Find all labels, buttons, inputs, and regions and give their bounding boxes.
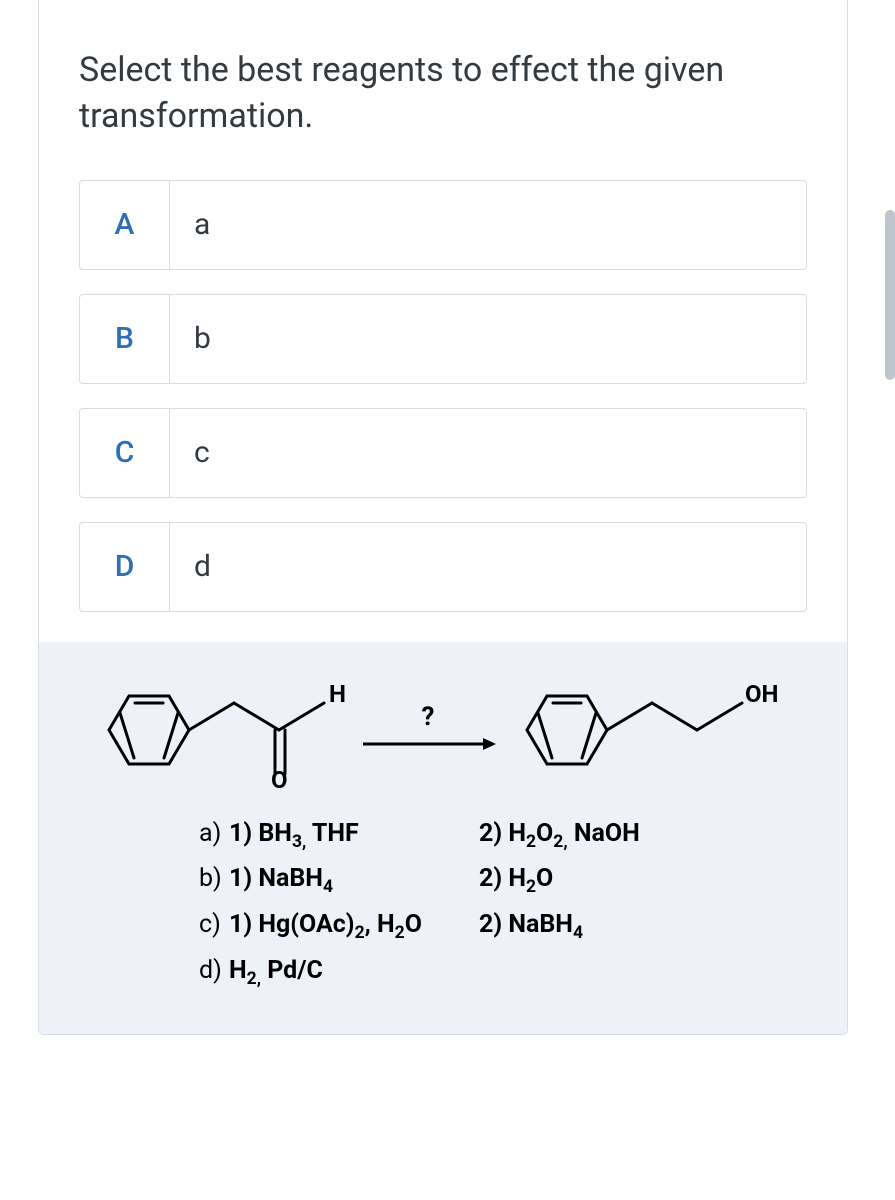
arrow-label: ? (422, 702, 435, 732)
reagent-step1: 1) BH3, THF (229, 812, 479, 858)
option-key: A (80, 181, 170, 269)
reagent-step2: 2) H2O2, NaOH (479, 812, 640, 858)
reaction-figure: H O ? (39, 642, 847, 1035)
reagent-step1: 1) Hg(OAc)2, H2O (229, 903, 479, 949)
options-list: A a B b C c D d (79, 180, 807, 612)
aldehyde-o-label: O (271, 766, 288, 788)
option-key: D (80, 523, 170, 611)
product: OH (507, 668, 797, 788)
option-key: B (80, 295, 170, 383)
arrow-icon (358, 734, 498, 754)
reagent-step2: 2) NaBH4 (479, 903, 583, 949)
option-label: a (170, 181, 806, 269)
option-d[interactable]: D d (79, 522, 807, 612)
reagent-a: a) 1) BH3, THF 2) H2O2, NaOH (199, 812, 807, 858)
option-label: c (170, 409, 806, 497)
reagent-prefix: c) (199, 903, 229, 949)
question-text: Select the best reagents to effect the g… (79, 48, 807, 140)
option-b[interactable]: B b (79, 294, 807, 384)
reagent-step1: 1) NaBH4 (229, 857, 479, 903)
reagent-prefix: a) (199, 812, 229, 858)
reaction-arrow: ? (349, 702, 507, 754)
reaction-scheme: H O ? (79, 668, 807, 788)
reagent-b: b) 1) NaBH4 2) H2O (199, 857, 807, 903)
reagent-step1: H2, Pd/C (229, 949, 479, 995)
question-card: Select the best reagents to effect the g… (38, 0, 848, 1035)
aldehyde-h-label: H (329, 680, 346, 708)
product-oh-label: OH (745, 680, 779, 708)
scrollbar-thumb[interactable] (885, 210, 895, 380)
starting-material: H O (89, 668, 349, 788)
reagent-step2: 2) H2O (479, 857, 553, 903)
reagent-prefix: d) (199, 949, 229, 995)
reagent-d: d) H2, Pd/C (199, 949, 807, 995)
option-a[interactable]: A a (79, 180, 807, 270)
reagent-c: c) 1) Hg(OAc)2, H2O 2) NaBH4 (199, 903, 807, 949)
option-label: b (170, 295, 806, 383)
reagent-prefix: b) (199, 857, 229, 903)
option-c[interactable]: C c (79, 408, 807, 498)
option-label: d (170, 523, 806, 611)
option-key: C (80, 409, 170, 497)
reagent-options: a) 1) BH3, THF 2) H2O2, NaOH b) 1) NaBH4… (79, 812, 807, 995)
